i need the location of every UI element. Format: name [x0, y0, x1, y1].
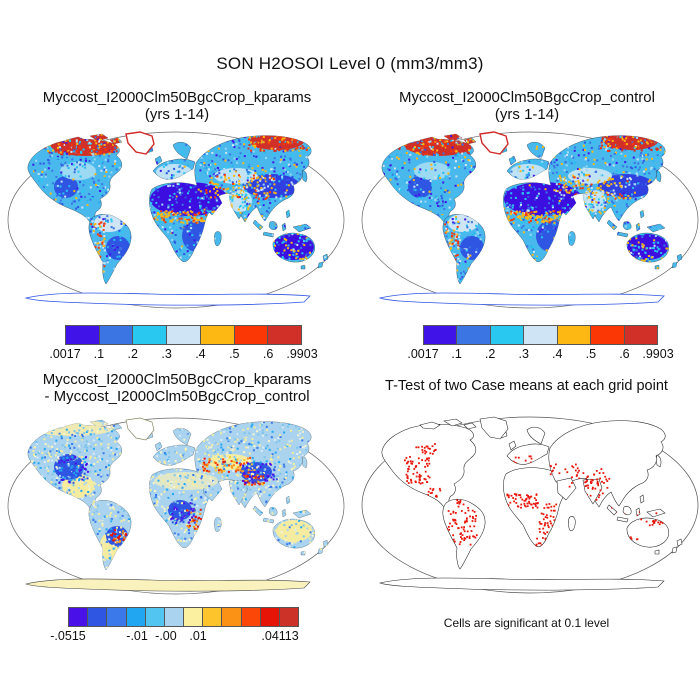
colorbar-tick-label: .01 [189, 629, 207, 643]
colorbar-segment [163, 607, 185, 627]
colorbar-labels-kparams: .0017 .1 .2 .3 .4 .5 .6 .9903 [49, 347, 317, 362]
panel-title-control: Myccost_I2000Clm50BgcCrop_control (yrs 1… [354, 89, 700, 123]
world-map-ttest [361, 416, 699, 594]
colorbar-segment [125, 607, 146, 627]
colorbar-tick-label: .2 [484, 347, 496, 361]
world-map-kparams [7, 131, 345, 309]
colorbar-segment [65, 325, 100, 345]
colorbar-segment [423, 325, 458, 345]
colorbar-segment [233, 325, 269, 345]
colorbar-segment [523, 325, 558, 345]
colorbar-tick-label: .04113 [261, 629, 299, 643]
colorbar-difference [68, 607, 300, 627]
figure-title: SON H2OSOI Level 0 (mm3/mm3) [216, 54, 484, 73]
colorbar-tick-label: .5 [229, 347, 240, 361]
world-map-difference [7, 417, 345, 595]
colorbar-segment [267, 325, 303, 345]
colorbar-segment [144, 607, 165, 627]
colorbar-segment [98, 325, 134, 345]
colorbar-labels-control: .0017 .1 .2 .3 .4 .5 .6 .9903 [407, 347, 673, 362]
colorbar-labels-difference: -.0515 -.01 -.00 .01 .04113 [50, 629, 299, 644]
world-map-control [361, 131, 699, 309]
colorbar-kparams [65, 325, 303, 345]
panel-title-difference-line1: Myccost_I2000Clm50BgcCrop_kparams [42, 371, 312, 388]
colorbar-segment [106, 607, 127, 627]
colorbar-tick-label: .0017 [49, 347, 81, 361]
panel-title-difference: Myccost_I2000Clm50BgcCrop_kparams - Mycc… [2, 371, 352, 405]
colorbar-segment [623, 325, 658, 345]
colorbar-tick-label: .2 [127, 347, 138, 361]
colorbar-tick-label: .4 [552, 347, 563, 361]
colorbar-segment [132, 325, 168, 345]
colorbar-tick-label: .0017 [407, 347, 439, 361]
colorbar-segment [556, 325, 592, 345]
panel-title-difference-line2: - Myccost_I2000Clm50BgcCrop_control [44, 388, 310, 405]
panel-title-control-line1: Myccost_I2000Clm50BgcCrop_control [399, 89, 655, 106]
colorbar-tick-label: .3 [161, 347, 172, 361]
colorbar-tick-label: .6 [619, 347, 630, 361]
colorbar-segment [259, 607, 280, 627]
colorbar-segment [456, 325, 491, 345]
colorbar-tick-label: .3 [518, 347, 529, 361]
colorbar-tick-label: .1 [451, 347, 462, 361]
panel-title-ttest-line1: T-Test of two Case means at each grid po… [385, 378, 668, 394]
significance-caption: Cells are significant at 0.1 level [443, 616, 610, 630]
colorbar-tick-label: .9903 [286, 347, 318, 361]
colorbar-segment [221, 607, 242, 627]
colorbar-tick-label: -.00 [155, 629, 177, 643]
colorbar-tick-label: -.01 [126, 629, 148, 643]
panel-title-ttest: T-Test of two Case means at each grid po… [353, 378, 700, 395]
colorbar-segment [278, 607, 300, 627]
colorbar-segment [240, 607, 261, 627]
colorbar-tick-label: -.0515 [50, 629, 86, 643]
panel-title-kparams-line1: Myccost_I2000Clm50BgcCrop_kparams [42, 89, 312, 106]
panel-title-kparams: Myccost_I2000Clm50BgcCrop_kparams (yrs 1… [2, 89, 352, 123]
colorbar-segment [183, 607, 204, 627]
colorbar-tick-label: .4 [195, 347, 206, 361]
colorbar-tick-label: .6 [262, 347, 274, 361]
colorbar-segment [590, 325, 625, 345]
colorbar-tick-label: .5 [585, 347, 597, 361]
colorbar-segment [489, 325, 525, 345]
colorbar-segment [87, 607, 108, 627]
colorbar-segment [202, 607, 223, 627]
colorbar-tick-label: .1 [93, 347, 105, 361]
colorbar-control [423, 325, 658, 345]
colorbar-segment [199, 325, 235, 345]
colorbar-segment [166, 325, 201, 345]
panel-title-control-line2: (yrs 1-14) [494, 106, 560, 123]
colorbar-segment [68, 607, 89, 627]
colorbar-tick-label: .9903 [642, 347, 674, 361]
panel-title-kparams-line2: (yrs 1-14) [144, 106, 210, 123]
